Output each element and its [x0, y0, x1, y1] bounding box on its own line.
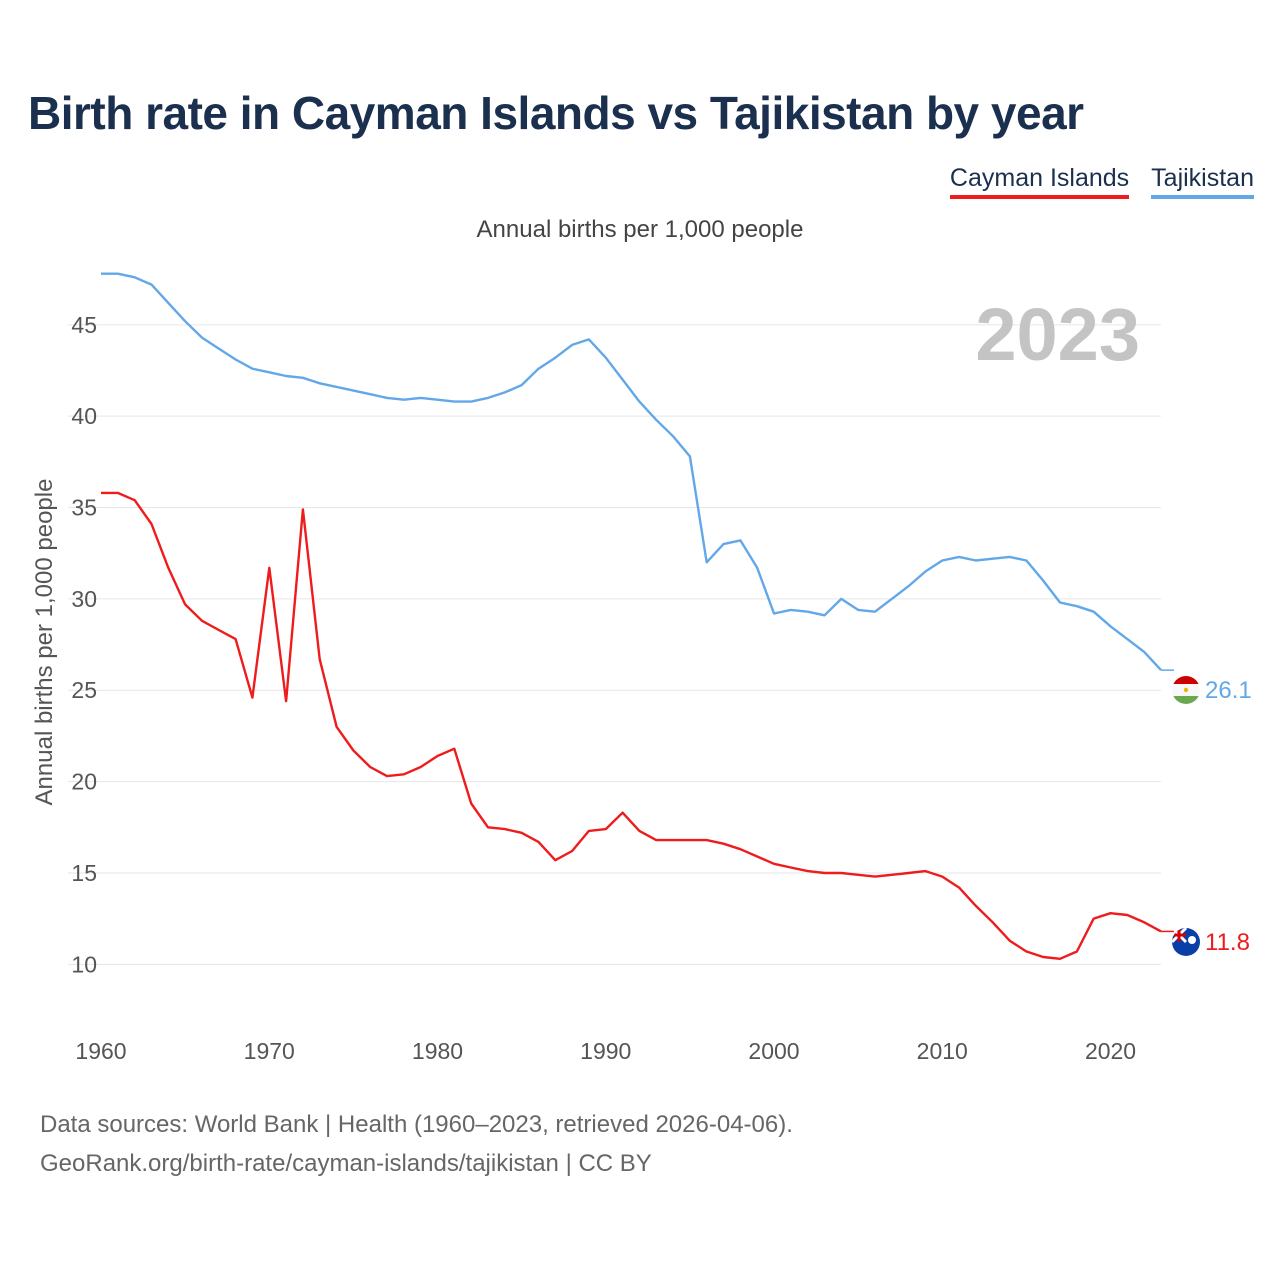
y-tick-label: 20 [71, 769, 97, 795]
series-line-tajikistan [101, 272, 1162, 671]
series-line-cayman-islands [101, 491, 1162, 960]
year-watermark: 2023 [975, 293, 1140, 376]
cayman-islands-flag-icon [1172, 928, 1200, 956]
tajikistan-flag-icon [1172, 676, 1200, 704]
y-tick-label: 40 [71, 403, 97, 429]
y-tick-label: 45 [71, 312, 97, 338]
chart-subtitle: Annual births per 1,000 people [476, 216, 804, 243]
y-tick-label: 30 [71, 586, 97, 612]
tajikistan-end-label: 26.1 [1205, 677, 1252, 704]
x-tick-label: 1980 [412, 1038, 463, 1064]
gridlines [68, 324, 1161, 965]
legend-item-cayman-islands[interactable]: Cayman Islands [949, 164, 1130, 199]
y-tick-label: 10 [71, 951, 97, 977]
x-tick-label: 1960 [75, 1038, 126, 1064]
data-source-note: Data sources: World Bank | Health (1960–… [40, 1111, 793, 1138]
legend-item-tajikistan[interactable]: Tajikistan [1151, 164, 1254, 199]
x-tick-label: 2010 [917, 1038, 968, 1064]
series-lines [101, 272, 1174, 960]
chart-title: Birth rate in Cayman Islands vs Tajikist… [28, 87, 1084, 139]
x-tick-label: 1990 [580, 1038, 631, 1064]
axis-ticks: 10 15 20 25 30 35 40 45 1960 1970 1980 1990 2000 2010… [71, 312, 1136, 1064]
y-tick-label: 25 [71, 677, 97, 703]
source-url[interactable]: GeoRank.org/birth-rate/cayman-islands/ta… [40, 1150, 652, 1177]
y-tick-label: 35 [71, 495, 97, 521]
y-axis-label: Annual births per 1,000 people [31, 479, 58, 806]
legend: Cayman Islands Tajikistan [949, 164, 1254, 199]
x-tick-label: 2020 [1085, 1038, 1136, 1064]
cayman-islands-end-label: 11.8 [1205, 929, 1250, 956]
y-tick-label: 15 [71, 860, 97, 886]
x-tick-label: 2000 [748, 1038, 799, 1064]
footer: Data sources: World Bank | Health (1960–… [40, 1105, 793, 1183]
x-tick-label: 1970 [244, 1038, 295, 1064]
